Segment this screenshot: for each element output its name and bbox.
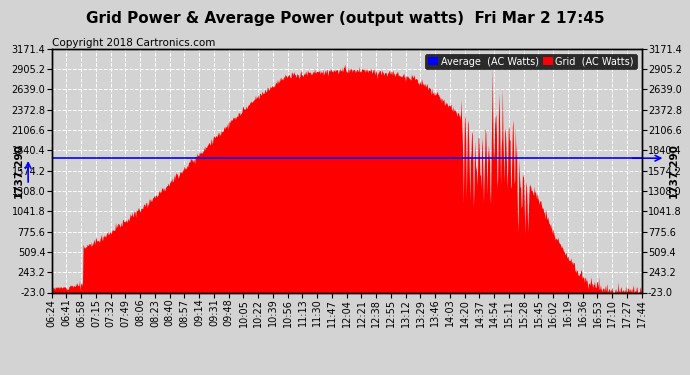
- Text: 1737.290: 1737.290: [14, 143, 24, 198]
- Text: 1737.290: 1737.290: [669, 143, 679, 198]
- Text: Grid Power & Average Power (output watts)  Fri Mar 2 17:45: Grid Power & Average Power (output watts…: [86, 11, 604, 26]
- Legend: Average  (AC Watts), Grid  (AC Watts): Average (AC Watts), Grid (AC Watts): [425, 54, 637, 69]
- Text: Copyright 2018 Cartronics.com: Copyright 2018 Cartronics.com: [52, 38, 215, 48]
